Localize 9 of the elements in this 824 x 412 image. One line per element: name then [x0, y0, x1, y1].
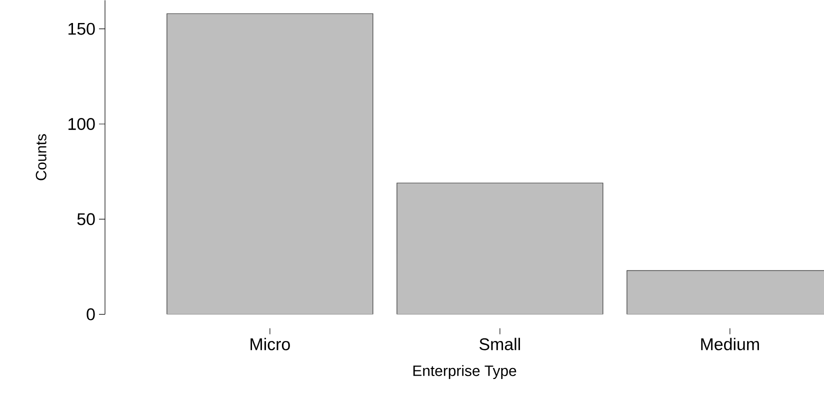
y-tick-label: 50 [77, 213, 95, 226]
y-tick-label: 150 [68, 22, 95, 35]
x-axis-title: Enterprise Type [413, 364, 516, 379]
x-tick-label: Medium [701, 338, 759, 350]
x-tick-label: Micro [250, 338, 290, 350]
x-tick-label: Small [480, 338, 520, 350]
y-axis-title: Counts [36, 134, 46, 180]
y-tick-label: 100 [68, 118, 95, 130]
y-tick-label: 0 [86, 308, 95, 320]
